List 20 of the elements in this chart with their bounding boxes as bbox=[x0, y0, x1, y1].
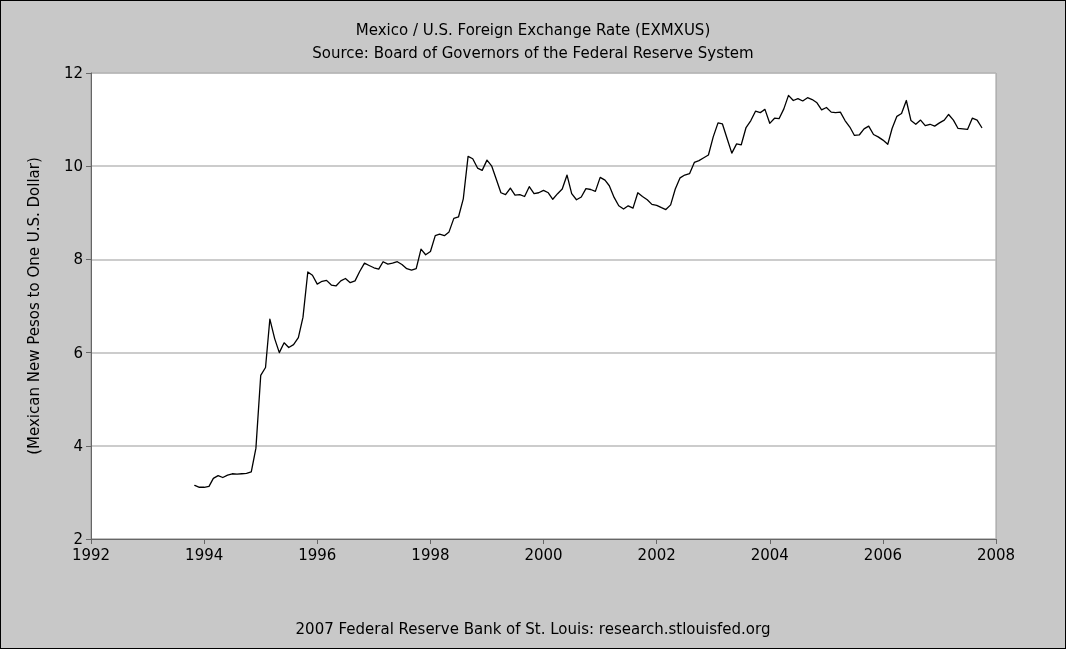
y-tick-label: 10 bbox=[63, 157, 83, 176]
y-tick-label: 12 bbox=[63, 64, 83, 82]
y-tick-label: 8 bbox=[73, 250, 83, 269]
x-tick-label: 1994 bbox=[185, 545, 224, 564]
y-axis-title: (Mexican New Pesos to One U.S. Dollar) bbox=[24, 157, 43, 455]
x-tick-label: 2006 bbox=[863, 545, 903, 564]
y-tick-label: 6 bbox=[73, 343, 83, 362]
chart-title: Mexico / U.S. Foreign Exchange Rate (EXMXUS) bbox=[355, 20, 711, 39]
line-series bbox=[194, 94, 983, 488]
x-tick-label: 2008 bbox=[976, 545, 1016, 564]
x-tick-label: 2004 bbox=[750, 545, 789, 564]
y-tick-label: 2 bbox=[73, 530, 83, 548]
x-tick-label: 2002 bbox=[637, 545, 676, 564]
x-tick-label: 1996 bbox=[298, 545, 337, 564]
y-tick-label: 4 bbox=[73, 436, 83, 455]
x-tick-label: 2000 bbox=[524, 545, 563, 564]
text: 2007 Federal Reserve Bank of St. Louis: research.stlouisfed.org bbox=[295, 619, 771, 638]
chart-subtitle: Source: Board of Governors of the Federal Reserve System bbox=[312, 43, 754, 62]
x-tick-label: 1998 bbox=[411, 545, 450, 564]
x-tick-label: 1992 bbox=[71, 545, 111, 564]
